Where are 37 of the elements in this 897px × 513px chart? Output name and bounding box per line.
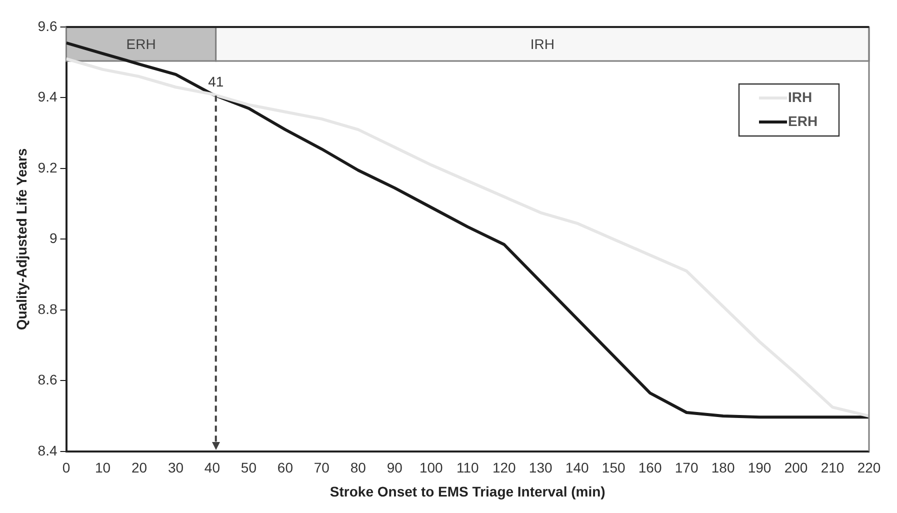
y-tick-label: 9 [49,230,58,246]
y-tick-label: 9.4 [38,88,58,105]
x-axis-title: Stroke Onset to EMS Triage Interval (min) [330,483,606,500]
y-tick-label: 8.6 [38,372,58,388]
legend-label: IRH [788,88,812,105]
y-tick-label: 8.4 [38,442,58,458]
x-tick-label: 170 [674,460,698,476]
x-tick-label: 20 [131,460,148,476]
x-tick-label: 220 [857,460,881,476]
x-tick-label: 90 [386,460,403,476]
x-tick-label: 60 [277,460,294,476]
legend-label: ERH [788,112,818,129]
x-tick-label: 200 [784,460,808,476]
x-tick-label: 70 [314,460,330,476]
x-tick-label: 150 [602,460,626,476]
y-tick-label: 9.2 [38,159,58,176]
x-tick-label: 40 [204,460,220,476]
x-tick-label: 30 [168,460,184,476]
x-tick-label: 160 [638,460,662,476]
x-tick-label: 130 [528,460,552,476]
x-tick-label: 210 [820,460,844,476]
x-tick-label: 140 [565,460,589,476]
y-tick-label: 8.8 [38,300,58,317]
x-tick-label: 10 [94,460,111,476]
x-tick-label: 80 [350,460,366,476]
y-tick-label: 9.6 [38,18,58,34]
x-tick-label: 180 [711,460,735,476]
x-tick-label: 50 [240,460,257,476]
x-tick-label: 100 [419,460,444,476]
band-label: ERH [126,36,156,52]
x-tick-label: 190 [748,460,772,476]
x-tick-label: 120 [492,460,516,476]
x-tick-label: 110 [456,460,479,476]
band-label: IRH [530,36,554,52]
ref-line-label: 41 [208,73,224,90]
y-axis-title: Quality-Adjusted Life Years [13,148,30,330]
x-tick-label: 0 [62,460,70,476]
